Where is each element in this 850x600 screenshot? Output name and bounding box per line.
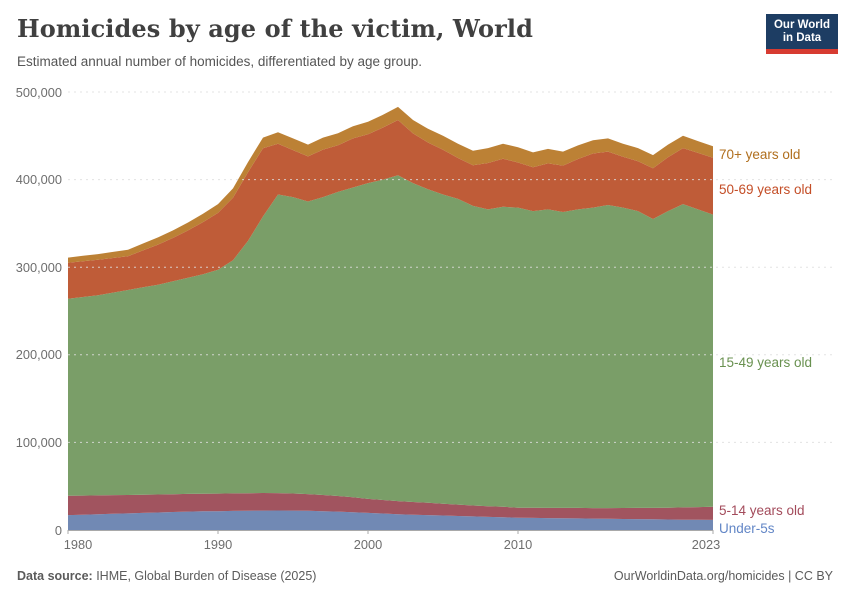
area-band-15-49-years-old[interactable] — [68, 175, 713, 509]
footer: Data source: IHME, Global Burden of Dise… — [0, 569, 850, 589]
y-tick-label: 0 — [54, 522, 62, 538]
legend-label-5-14[interactable]: 5-14 years old — [719, 503, 805, 518]
x-tick-label: 2000 — [353, 537, 383, 552]
y-tick-label: 400,000 — [15, 172, 62, 188]
x-tick-label: 2010 — [503, 537, 533, 552]
x-tick-label: 1990 — [203, 537, 233, 552]
x-tick-label: 2023 — [691, 537, 721, 552]
chart-subtitle: Estimated annual number of homicides, di… — [17, 54, 422, 69]
legend-label-15-49[interactable]: 15-49 years old — [719, 355, 813, 370]
legend-label-50-69[interactable]: 50-69 years old — [719, 182, 813, 197]
y-tick-label: 500,000 — [15, 84, 62, 100]
area-band-5-14-years-old[interactable] — [68, 493, 713, 520]
area-band-50-69-years-old[interactable] — [68, 120, 713, 299]
area-band-under-5s[interactable] — [68, 510, 713, 531]
owid-logo-line1: Our World — [773, 19, 830, 31]
y-tick-label: 300,000 — [15, 259, 62, 275]
y-tick-label: 200,000 — [15, 347, 62, 363]
legend-label-70plus[interactable]: 70+ years old — [719, 147, 801, 162]
x-tick-label: 1980 — [63, 537, 93, 552]
page-title: Homicides by age of the victim, World — [17, 14, 533, 43]
attribution-link[interactable]: OurWorldinData.org/homicides | CC BY — [613, 569, 833, 583]
y-tick-label: 100,000 — [15, 434, 62, 450]
data-source: Data source: IHME, Global Burden of Dise… — [17, 569, 316, 583]
owid-logo-line2: in Data — [782, 32, 822, 44]
data-source-text: IHME, Global Burden of Disease (2025) — [92, 569, 317, 583]
data-source-label: Data source: — [17, 569, 93, 583]
legend-label-under-5s[interactable]: Under-5s — [719, 521, 775, 536]
owid-logo[interactable]: Our World in Data — [766, 14, 838, 54]
